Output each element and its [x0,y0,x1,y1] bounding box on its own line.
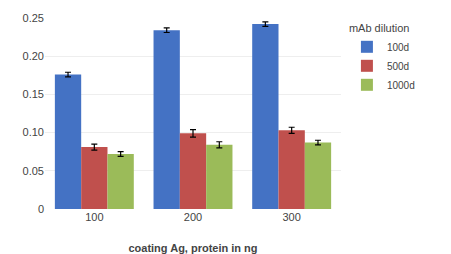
svg-text:100: 100 [85,211,103,223]
svg-text:0.20: 0.20 [23,50,44,62]
svg-text:0.10: 0.10 [23,126,44,138]
svg-text:0.05: 0.05 [23,165,44,177]
svg-text:coating Ag, protein in ng: coating Ag, protein in ng [128,242,257,254]
svg-text:500d: 500d [387,61,409,72]
svg-text:200: 200 [184,211,202,223]
svg-text:100d: 100d [387,42,409,53]
svg-text:0: 0 [38,203,44,215]
svg-text:0.25: 0.25 [23,12,44,24]
svg-text:0.15: 0.15 [23,88,44,100]
svg-text:mAb dilution: mAb dilution [349,22,410,34]
svg-text:300: 300 [282,211,300,223]
svg-text:1000d: 1000d [387,80,415,91]
